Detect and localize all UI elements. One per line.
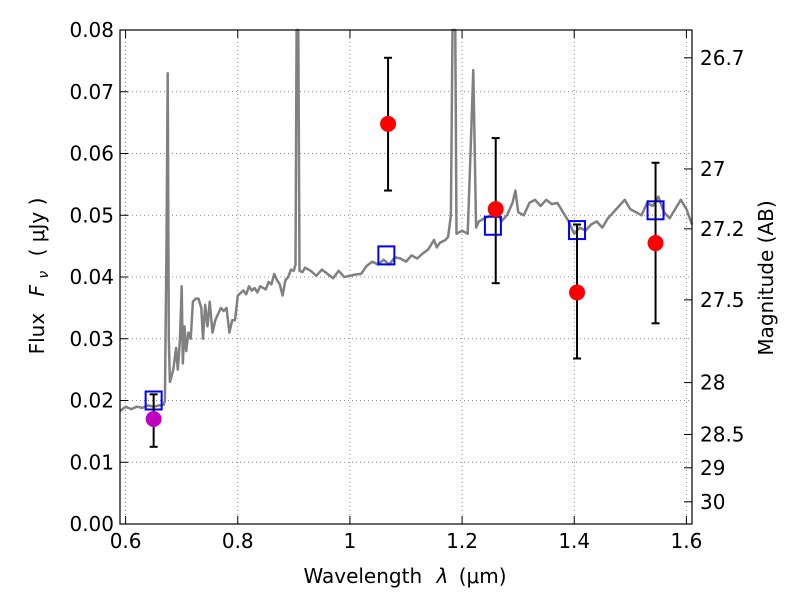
- spectrum-layer: [119, 28, 694, 412]
- template-spectrum-line: [119, 28, 694, 412]
- observed-special-point: [145, 411, 162, 428]
- observed-flux-point: [487, 201, 504, 218]
- y2-tick-label: 30: [700, 490, 725, 514]
- marker-layer: [144, 56, 665, 448]
- y-tick-label: 0.08: [69, 18, 114, 42]
- x-tick-label: 1.2: [446, 529, 478, 553]
- y2-tick-label: 27.2: [700, 217, 745, 241]
- y-axis-label-text: Flux: [25, 313, 49, 355]
- y-tick-label: 0.01: [69, 450, 114, 474]
- y-tick-label: 0.00: [69, 512, 114, 536]
- x-tick-label: 0.8: [222, 529, 254, 553]
- y-tick-label: 0.07: [69, 80, 114, 104]
- y2-tick-label: 26.7: [700, 46, 745, 70]
- y-axis-label-sub: ν: [36, 271, 52, 279]
- plot-frame: [119, 29, 693, 525]
- x-tick-label: 0.6: [110, 529, 142, 553]
- model-flux-box: [377, 245, 396, 266]
- x-tick-label: 1.6: [670, 529, 702, 553]
- y2-tick-label: 28.5: [700, 422, 745, 446]
- y-axis-label-unit: ( μJy ): [25, 198, 49, 257]
- y2-tick-label: 27.5: [700, 288, 745, 312]
- y2-tick-label: 29: [700, 456, 725, 480]
- y2-tick-label: 27: [700, 157, 725, 181]
- x-axis-label-unit: (μm): [459, 564, 507, 588]
- y2-tick-label: 28: [700, 371, 725, 395]
- y-axis-label-symbol: F: [25, 284, 49, 296]
- y-tick-label: 0.02: [69, 389, 114, 413]
- y-axis-label: Flux F ν ( μJy ): [25, 198, 53, 355]
- x-tick-label: 1: [344, 529, 357, 553]
- x-tick-label: 1.4: [558, 529, 590, 553]
- x-axis-label-symbol: λ: [436, 564, 449, 588]
- model-flux-box: [483, 215, 502, 236]
- y2-axis-label: Magnitude (AB): [754, 200, 778, 355]
- y-tick-label: 0.03: [69, 327, 114, 351]
- y-tick-label: 0.05: [69, 203, 114, 227]
- x-axis-label: Wavelength λ (μm): [303, 564, 506, 588]
- x-axis-label-text: Wavelength: [303, 564, 422, 588]
- grid-layer: [120, 29, 692, 525]
- tick-layer: 0.6 0.8 1 1.2 1.4 1.6 0.00 0.01 0.02 0.03 0.04 0.05…: [69, 18, 744, 553]
- y-tick-label: 0.06: [69, 142, 114, 166]
- observed-flux-point: [569, 284, 586, 301]
- y-tick-label: 0.04: [69, 265, 114, 289]
- observed-flux-point: [647, 235, 664, 252]
- observed-flux-point: [380, 115, 397, 132]
